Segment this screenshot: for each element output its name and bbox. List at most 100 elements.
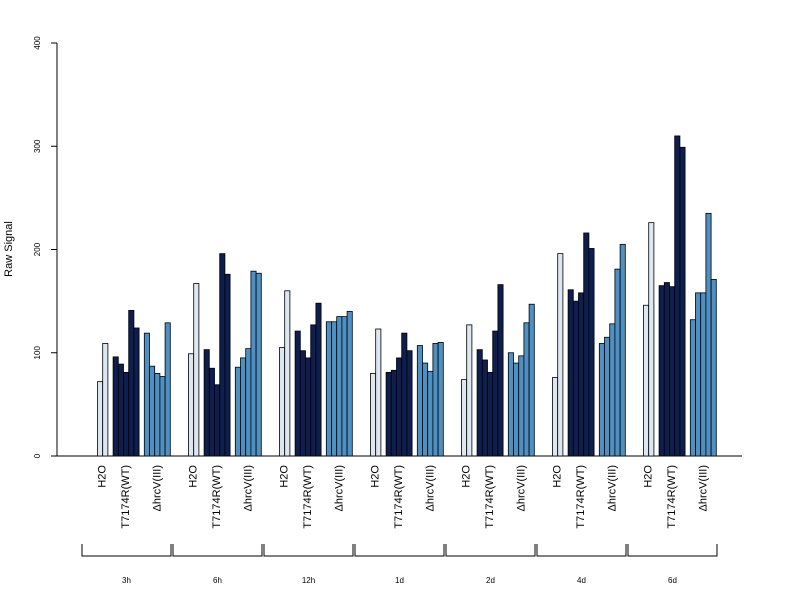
bar (375, 328, 382, 457)
condition-label: T7174R(WT) (211, 465, 223, 529)
bars-layer (97, 135, 717, 457)
bar (396, 357, 403, 457)
bar (648, 222, 655, 457)
bar (117, 363, 124, 457)
y-axis-label: Raw Signal (3, 221, 15, 277)
bar (481, 359, 488, 457)
bar (97, 381, 104, 457)
bar (154, 372, 161, 457)
bar (432, 343, 439, 457)
bar (305, 357, 312, 457)
timepoint-label: 4d (577, 576, 586, 585)
bar (164, 322, 171, 457)
bar (203, 349, 210, 457)
bar (513, 362, 520, 457)
timepoint-brackets-layer: 3h 6h 12h 1d 2d 4d 6d (81, 544, 718, 585)
bar (299, 350, 306, 457)
bar (390, 369, 397, 457)
condition-label: T7174R(WT) (575, 465, 587, 529)
condition-label: H2O (188, 465, 200, 488)
bar (315, 302, 322, 457)
bar (427, 370, 434, 457)
bar (406, 350, 413, 457)
bar (112, 356, 119, 457)
timepoint-label: 6d (668, 576, 677, 585)
bar (346, 311, 353, 457)
bar (208, 367, 215, 457)
condition-label: T7174R(WT) (302, 465, 314, 529)
bar (336, 316, 343, 457)
bar (609, 323, 616, 457)
bar (370, 372, 377, 457)
bar (279, 347, 286, 457)
condition-label: ΔhrcV(III) (151, 465, 163, 511)
timepoint-label: 6h (213, 576, 222, 585)
bar (710, 279, 717, 457)
bar (567, 289, 574, 457)
condition-label: T7174R(WT) (666, 465, 678, 529)
bar (143, 332, 150, 457)
condition-label: H2O (370, 465, 382, 488)
bar (695, 292, 702, 457)
bar (133, 327, 140, 457)
condition-label: ΔhrcV(III) (242, 465, 254, 511)
timepoint-bracket (81, 544, 172, 557)
timepoint-label: 3h (122, 576, 131, 585)
timepoint-bracket (536, 544, 627, 557)
bar (128, 310, 135, 457)
condition-label: T7174R(WT) (484, 465, 496, 529)
condition-label: ΔhrcV(III) (697, 465, 709, 511)
bar (583, 232, 590, 457)
bar (700, 292, 707, 457)
bar (123, 371, 130, 457)
bar (518, 355, 525, 457)
bar (619, 243, 626, 457)
bar (669, 286, 676, 457)
condition-label: H2O (97, 465, 109, 488)
bar (331, 321, 338, 457)
bar (552, 377, 559, 457)
y-axis: 0 100 200 300 400 (33, 36, 58, 458)
condition-label: ΔhrcV(III) (606, 465, 618, 511)
bar (466, 324, 473, 457)
bar (401, 332, 408, 457)
condition-label: H2O (643, 465, 655, 488)
bar (159, 376, 166, 457)
condition-label: ΔhrcV(III) (515, 465, 527, 511)
bar (193, 283, 200, 457)
timepoint-bracket (172, 544, 263, 557)
bar (588, 248, 595, 457)
timepoint-bracket (263, 544, 354, 557)
bar (219, 253, 226, 457)
bar (604, 336, 611, 457)
bar (658, 285, 665, 457)
timepoint-bracket (445, 544, 536, 557)
y-tick-label: 300 (33, 139, 42, 153)
bar (679, 146, 686, 457)
bar (598, 343, 605, 457)
y-tick-label: 100 (33, 346, 42, 360)
condition-label: T7174R(WT) (120, 465, 132, 529)
bar (214, 384, 221, 457)
bar (492, 330, 499, 457)
bar (310, 324, 317, 457)
y-tick-label: 200 (33, 242, 42, 256)
bar (341, 316, 348, 457)
condition-label: ΔhrcV(III) (424, 465, 436, 511)
timepoint-bracket (354, 544, 445, 557)
bar (705, 212, 712, 457)
condition-label: H2O (279, 465, 291, 488)
bar (476, 349, 483, 457)
bar (102, 343, 109, 457)
condition-label: ΔhrcV(III) (333, 465, 345, 511)
bar (240, 357, 247, 457)
bar (245, 348, 252, 457)
bar (325, 321, 332, 457)
condition-label: H2O (461, 465, 473, 488)
bar (497, 284, 504, 457)
bar (224, 273, 231, 457)
y-tick-label: 0 (33, 453, 42, 458)
bar (416, 345, 423, 457)
